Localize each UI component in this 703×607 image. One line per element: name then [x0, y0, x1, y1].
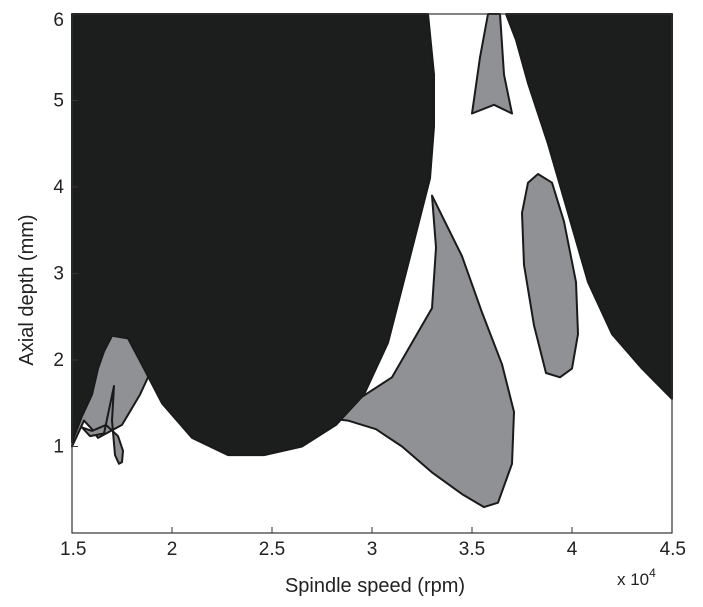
x-tick-label: 2 [167, 539, 178, 560]
y-tick-label: 6 [53, 10, 64, 31]
y-tick-label: 2 [53, 350, 64, 371]
x-axis-multiplier: x 104 [617, 566, 656, 589]
x-tick-label: 1.5 [60, 539, 86, 560]
x-tick-label: 4 [567, 539, 578, 560]
x-tick-label: 2.5 [259, 539, 285, 560]
y-tick-label: 5 [53, 91, 64, 112]
x-axis: 1.5 2 2.5 3 3.5 4 4.5 [60, 527, 686, 560]
y-tick-label: 3 [53, 264, 64, 285]
x-tick-label: 4.5 [660, 539, 686, 560]
gray-region-5 [521, 173, 579, 379]
x-tick-label: 3.5 [459, 539, 485, 560]
y-axis: 1 2 3 4 5 6 [53, 10, 78, 458]
y-axis-label: Axial depth (mm) [16, 214, 38, 365]
x-axis-multiplier-exponent: 4 [649, 566, 656, 580]
x-axis-label: Spindle speed (rpm) [285, 575, 465, 597]
gray-region-4 [471, 13, 513, 115]
x-axis-multiplier-base: x 10 [617, 570, 649, 589]
gray-region-3 [311, 194, 515, 509]
y-tick-label: 1 [53, 437, 64, 458]
black-region-6 [71, 13, 435, 457]
y-tick-label: 4 [53, 177, 64, 198]
regions-layer [71, 13, 673, 509]
x-tick-label: 3 [367, 539, 378, 560]
gray-region-2 [81, 385, 124, 465]
